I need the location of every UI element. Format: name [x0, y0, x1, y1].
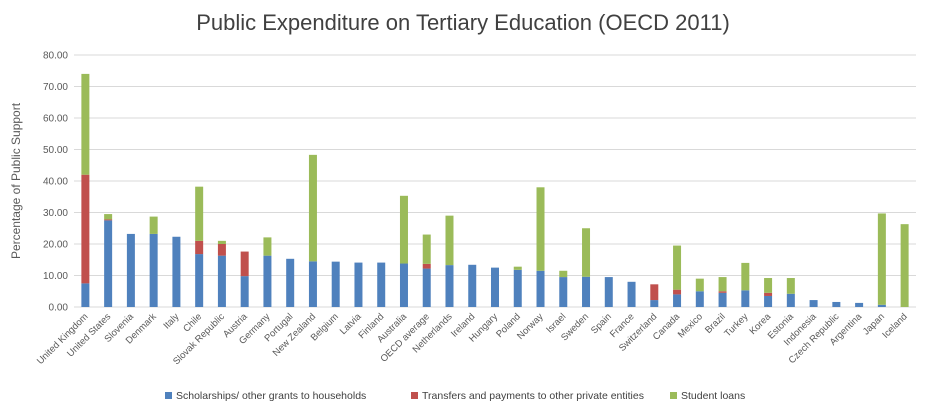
- y-tick-label: 80.00: [43, 51, 68, 62]
- bar-segment: [81, 174, 90, 284]
- bar-segment: [786, 278, 795, 294]
- bar-segment: [377, 262, 386, 307]
- bar-segment: [422, 263, 431, 269]
- bar-segment: [399, 195, 408, 264]
- bar-segment: [559, 270, 568, 278]
- bar-segment: [741, 290, 750, 307]
- bar-segment: [786, 293, 795, 307]
- legend-swatch: [670, 392, 677, 399]
- legend: Scholarships/ other grants to households…: [165, 390, 745, 402]
- bar-segment: [81, 73, 90, 175]
- bar-segment: [81, 283, 90, 307]
- bar-segment: [422, 268, 431, 307]
- y-axis: 0.00 10.00 20.00 30.00 40.00 50.00 60.00 70.00 8…: [43, 51, 68, 314]
- bar-segment: [468, 264, 477, 307]
- bar-segment: [764, 295, 773, 307]
- bar-segment: [126, 233, 135, 307]
- bar-segment: [536, 187, 545, 271]
- bar-segment: [445, 215, 454, 266]
- bar-segment: [240, 276, 249, 307]
- bar-segment: [331, 261, 340, 307]
- bar-segment: [308, 261, 317, 307]
- bar-segment: [832, 301, 841, 307]
- bar-segment: [308, 154, 317, 262]
- bar-segment: [217, 240, 226, 244]
- x-category-label: Mexico: [676, 311, 705, 340]
- bar-segment: [422, 234, 431, 264]
- bar-segment: [399, 263, 408, 307]
- bar-segment: [104, 220, 113, 307]
- bar-segment: [695, 278, 704, 292]
- x-category-label: Iceland: [880, 311, 909, 340]
- bar-segment: [559, 277, 568, 307]
- bar-segment: [650, 300, 659, 307]
- bar-segment: [695, 291, 704, 307]
- legend-label: Scholarships/ other grants to households: [176, 390, 366, 402]
- y-tick-label: 60.00: [43, 114, 68, 125]
- x-category-label: Turkey: [722, 311, 750, 339]
- bars: [81, 73, 909, 307]
- bar-segment: [149, 233, 158, 307]
- bar-segment: [718, 291, 727, 293]
- bar-segment: [650, 284, 659, 301]
- legend-label: Transfers and payments to other private …: [422, 390, 644, 402]
- bar-segment: [877, 304, 886, 307]
- legend-swatch: [411, 392, 418, 399]
- y-tick-label: 0.00: [49, 303, 69, 314]
- bar-segment: [195, 186, 204, 241]
- bar-segment: [104, 214, 113, 220]
- y-tick-label: 40.00: [43, 177, 68, 188]
- bar-segment: [445, 265, 454, 307]
- bar-segment: [263, 237, 272, 256]
- bar-segment: [240, 251, 249, 277]
- x-category-label: Norway: [515, 311, 546, 342]
- bar-segment: [877, 213, 886, 305]
- bar-segment: [354, 262, 363, 307]
- bar-segment: [764, 278, 773, 293]
- chart-title: Public Expenditure on Tertiary Education…: [196, 10, 730, 35]
- y-tick-label: 20.00: [43, 240, 68, 251]
- bar-segment: [217, 255, 226, 307]
- y-tick-label: 10.00: [43, 271, 68, 282]
- bar-segment: [104, 219, 113, 221]
- bar-segment: [764, 292, 773, 296]
- legend-swatch: [165, 392, 172, 399]
- y-tick-label: 70.00: [43, 82, 68, 93]
- bar-segment: [513, 269, 522, 307]
- bar-segment: [855, 302, 864, 307]
- bar-segment: [263, 255, 272, 307]
- x-category-label: Italy: [161, 311, 181, 331]
- bar-segment: [604, 277, 613, 307]
- bar-segment: [491, 267, 499, 307]
- bar-segment: [172, 236, 181, 307]
- bar-segment: [627, 281, 636, 307]
- bar-segment: [582, 228, 591, 277]
- bar-segment: [582, 276, 591, 307]
- bar-segment: [149, 216, 158, 234]
- bar-segment: [741, 262, 750, 291]
- y-tick-label: 50.00: [43, 145, 68, 156]
- bar-segment: [673, 294, 682, 307]
- bar-segment: [536, 270, 545, 307]
- legend-label: Student loans: [681, 390, 745, 402]
- bar-segment: [718, 277, 727, 292]
- bar-segment: [195, 254, 204, 307]
- bar-segment: [195, 240, 204, 255]
- bar-segment: [217, 244, 226, 256]
- y-tick-label: 30.00: [43, 208, 68, 219]
- y-axis-label: Percentage of Public Support: [9, 102, 23, 259]
- bar-segment: [900, 224, 909, 307]
- bar-segment: [286, 258, 295, 307]
- bar-segment: [673, 245, 682, 290]
- bar-segment: [809, 300, 818, 307]
- bar-segment: [513, 266, 522, 270]
- bar-segment: [718, 292, 727, 307]
- bar-segment: [673, 289, 682, 295]
